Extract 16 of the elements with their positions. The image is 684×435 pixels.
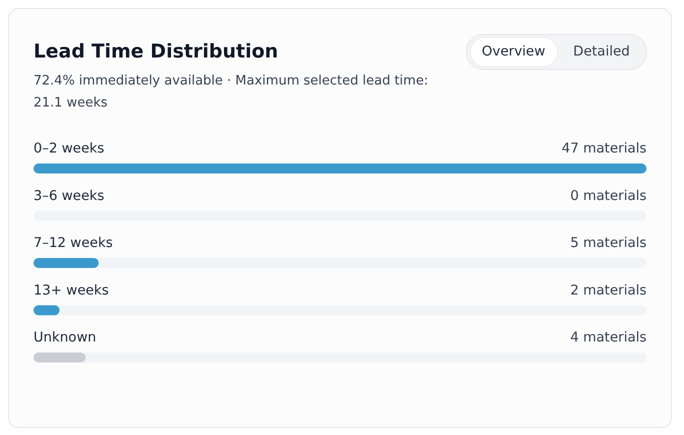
y-tick-label: Unknown — [34, 330, 96, 346]
y-tick-label: 3–6 weeks — [34, 188, 104, 204]
data-label: 4 materials — [570, 330, 647, 346]
y-tick-label: 13+ weeks — [34, 282, 109, 298]
data-label: 2 materials — [570, 282, 647, 298]
text: Detailed — [573, 44, 630, 60]
chart-subtitle: 72.4% immediately available · Maximum selected lead time: 21.1 weeks — [34, 74, 428, 110]
bar — [34, 258, 99, 268]
y-tick-label: 0–2 weeks — [34, 140, 104, 156]
bar — [34, 352, 86, 362]
data-label: 47 materials — [562, 140, 647, 156]
chart-title: Lead Time Distribution — [34, 40, 278, 62]
text: Overview — [482, 44, 546, 60]
data-label: 5 materials — [570, 235, 647, 251]
y-tick-label: 7–12 weeks — [34, 235, 113, 251]
data-label: 0 materials — [570, 188, 647, 204]
